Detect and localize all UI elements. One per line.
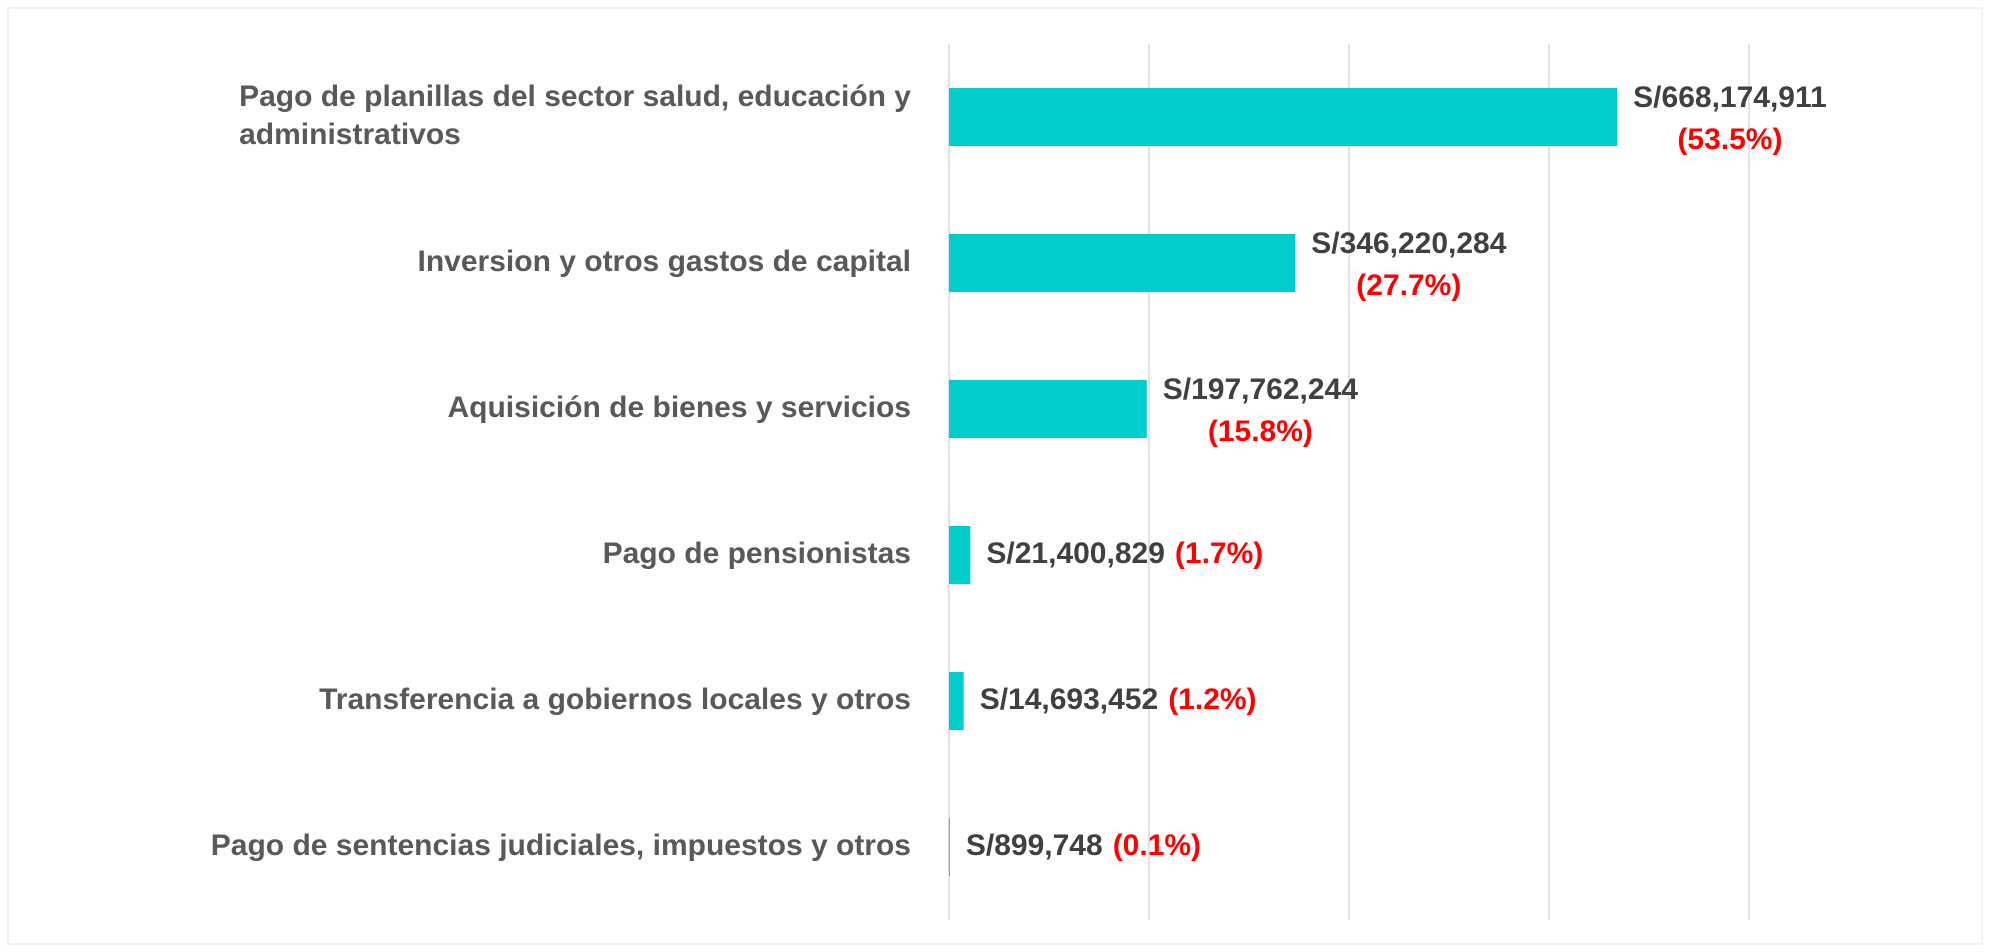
- value-label: S/668,174,911: [1633, 81, 1827, 114]
- bar: [949, 672, 964, 730]
- category-label: Pago de pensionistas: [603, 537, 911, 570]
- value-label: S/14,693,452: [980, 683, 1159, 716]
- value-label: S/346,220,284: [1311, 227, 1506, 260]
- percent-label: (53.5%): [1677, 123, 1782, 156]
- chart-frame: [7, 7, 1983, 945]
- category-label: Aquisición de bienes y servicios: [447, 391, 911, 424]
- category-label: Transferencia a gobiernos locales y otro…: [319, 683, 911, 716]
- value-label: S/899,748: [966, 829, 1103, 862]
- percent-label: (15.8%): [1208, 415, 1313, 448]
- percent-label: (1.7%): [1175, 537, 1263, 570]
- percent-label: (27.7%): [1356, 269, 1461, 302]
- bar: [949, 380, 1147, 438]
- bar: [949, 88, 1618, 146]
- value-label: S/21,400,829: [986, 537, 1165, 570]
- category-label: Inversion y otros gastos de capital: [418, 245, 911, 278]
- percent-label: (0.1%): [1113, 829, 1201, 862]
- bar: [949, 234, 1296, 292]
- bar: [949, 818, 950, 876]
- category-label: Pago de sentencias judiciales, impuestos…: [211, 829, 911, 862]
- bar: [949, 526, 971, 584]
- value-label: S/197,762,244: [1163, 373, 1358, 406]
- percent-label: (1.2%): [1168, 683, 1256, 716]
- category-label: Pago de planillas del sector salud, educ…: [239, 80, 911, 151]
